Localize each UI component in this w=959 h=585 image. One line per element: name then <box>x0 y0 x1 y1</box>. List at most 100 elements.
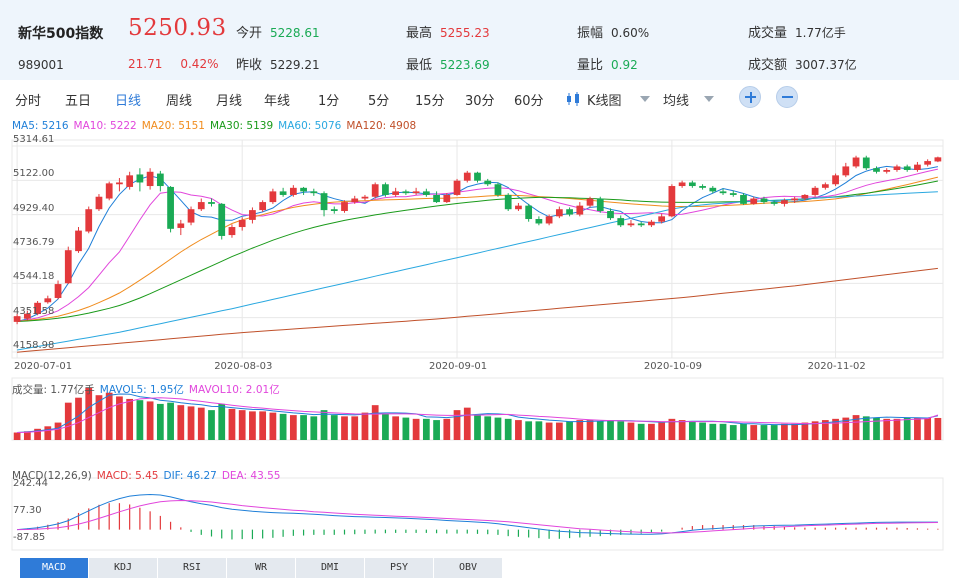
tab-dmi[interactable]: DMI <box>296 558 364 578</box>
volume-bar <box>699 422 706 440</box>
volume-bar <box>300 415 307 440</box>
candle-body <box>177 223 185 228</box>
macd-legend-item: MACD(12,26,9) <box>12 470 92 482</box>
volume-bar <box>566 421 573 440</box>
candle-body <box>852 157 860 167</box>
volume-bar <box>873 417 880 440</box>
volume-bar <box>105 392 113 440</box>
tab-rsi[interactable]: RSI <box>158 558 226 578</box>
candle-body <box>474 172 481 181</box>
volume-bar <box>320 410 328 440</box>
volume-bar <box>289 415 297 440</box>
macd-legend-item: MACD: 5.45 <box>96 470 159 482</box>
volume-bar <box>371 405 379 440</box>
candle-body <box>862 157 870 169</box>
candle-body <box>617 218 625 226</box>
low-label: 最低 <box>406 58 433 73</box>
volume-bar <box>648 423 655 440</box>
period-tab-yearly[interactable]: 年线 <box>264 94 291 109</box>
volume-legend-item: 成交量: 1.77亿手 <box>12 384 95 396</box>
caret-down-icon[interactable] <box>640 96 650 102</box>
candle-body <box>95 196 103 210</box>
period-tab-15min[interactable]: 15分 <box>415 94 445 109</box>
volume-bar <box>330 415 338 440</box>
volume-ratio-value: 0.92 <box>611 58 638 72</box>
price-tick-label: 5122.00 <box>13 168 55 180</box>
macd-tick-label: 242.44 <box>13 478 48 489</box>
candle-body <box>300 187 307 192</box>
candle-body <box>637 223 645 226</box>
candle-body <box>187 209 195 223</box>
volume-bar <box>934 417 942 440</box>
date-tick-label: 2020-11-02 <box>807 361 866 372</box>
volume-bar <box>146 401 154 440</box>
ma-select[interactable]: 均线 <box>663 94 690 109</box>
period-tab-monthly[interactable]: 月线 <box>216 94 243 109</box>
period-tab-1min[interactable]: 1分 <box>318 94 340 109</box>
candle-body <box>54 284 62 298</box>
candle-body <box>269 191 277 203</box>
volume-bar <box>862 416 870 440</box>
candle-body <box>709 187 717 192</box>
tab-macd[interactable]: MACD <box>20 558 88 578</box>
candle-body <box>576 205 584 215</box>
ma-line-ma10 <box>17 168 939 322</box>
volume-bar <box>627 422 635 440</box>
kline-type-select[interactable]: K线图 <box>587 94 622 109</box>
candle-body <box>463 172 471 181</box>
tab-psy[interactable]: PSY <box>365 558 433 578</box>
amplitude-field: 振幅 0.60% <box>577 22 649 41</box>
period-tab-5min[interactable]: 5分 <box>368 94 390 109</box>
caret-down-icon[interactable] <box>704 96 714 102</box>
period-tab-weekly[interactable]: 周线 <box>166 94 193 109</box>
volume-bar <box>729 425 737 440</box>
ma-legend-item: MA30: 5139 <box>209 120 274 132</box>
price-tick-label: 5314.61 <box>13 134 55 145</box>
volume-bar <box>883 418 891 440</box>
tab-kdj[interactable]: KDJ <box>89 558 157 578</box>
volume-bar <box>116 396 123 440</box>
candle-body <box>586 198 594 206</box>
period-tab-intraday[interactable]: 分时 <box>15 94 42 109</box>
volume-bar <box>525 421 533 440</box>
candle-body <box>44 298 52 303</box>
candle-body <box>75 230 82 252</box>
candle-body <box>238 219 246 228</box>
period-tab-30min[interactable]: 30分 <box>465 94 495 109</box>
period-tab-daily[interactable]: 日线 <box>115 94 142 109</box>
volume-bar <box>811 421 819 440</box>
tab-obv[interactable]: OBV <box>434 558 502 578</box>
zoom-in-icon[interactable] <box>739 86 761 108</box>
volume-bar <box>832 418 839 440</box>
kline-chart[interactable]: MA5: 5216 MA10: 5222 MA20: 5151 MA30: 5139 M… <box>0 116 959 585</box>
volume-bar <box>821 420 829 440</box>
candle-body <box>668 186 676 217</box>
candle-body <box>433 194 440 203</box>
change-percent: 0.42% <box>180 57 219 71</box>
candle-body <box>832 175 839 185</box>
volume-bar <box>13 432 21 440</box>
volume-bar <box>126 398 134 440</box>
ma-legend-item: MA120: 4908 <box>346 120 417 132</box>
volume-bar <box>54 422 62 440</box>
candle-body <box>228 227 236 236</box>
zoom-out-icon[interactable] <box>776 86 798 108</box>
volume-bar <box>249 411 256 440</box>
macd-legend-item: DIF: 46.27 <box>163 470 217 482</box>
candle-body <box>750 198 758 204</box>
candle-body <box>23 313 31 319</box>
tab-wr[interactable]: WR <box>227 558 295 578</box>
candle-body <box>903 166 911 170</box>
candle-body <box>781 200 788 204</box>
volume-bar <box>443 418 451 440</box>
volume-value: 1.77亿手 <box>795 26 846 40</box>
candle-body <box>658 216 666 222</box>
candle-body <box>842 166 850 176</box>
volume-legend-item: MAVOL10: 2.01亿 <box>188 384 280 396</box>
price-change: 21.71 0.42% <box>128 57 218 71</box>
period-tab-5day[interactable]: 五日 <box>65 94 92 109</box>
period-tab-60min[interactable]: 60分 <box>514 94 544 109</box>
candle-body <box>627 223 635 226</box>
candle-body <box>13 316 21 322</box>
macd-legend: MACD(12,26,9) MACD: 5.45 DIF: 46.27 DEA: 43… <box>12 470 285 482</box>
